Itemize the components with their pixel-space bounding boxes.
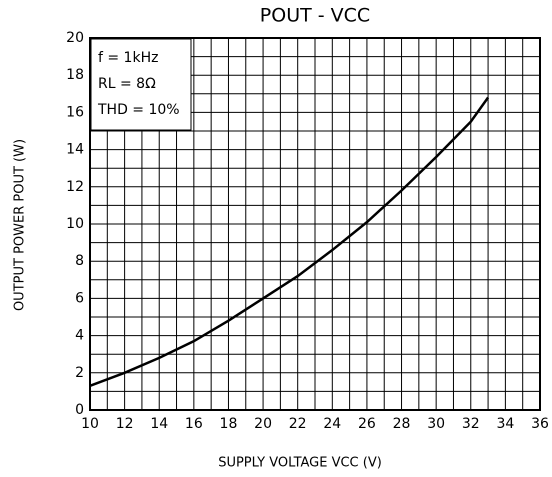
plot-frame bbox=[89, 37, 541, 411]
x-tick-label: 20 bbox=[254, 416, 272, 432]
x-tick-label: 22 bbox=[289, 416, 307, 432]
x-tick-label: 14 bbox=[150, 416, 168, 432]
y-axis-label: OUTPUT POWER POUT (W) bbox=[13, 139, 28, 311]
x-tick-label: 34 bbox=[496, 416, 514, 432]
y-tick-label: 2 bbox=[75, 365, 84, 381]
legend-box bbox=[90, 38, 192, 131]
chart-title: POUT - VCC bbox=[260, 5, 370, 27]
x-tick-label: 28 bbox=[393, 416, 411, 432]
x-tick-label: 18 bbox=[220, 416, 238, 432]
x-tick-label: 16 bbox=[185, 416, 203, 432]
y-tick-label: 18 bbox=[66, 67, 84, 83]
y-tick-label: 14 bbox=[66, 142, 84, 158]
y-tick-label: 10 bbox=[66, 216, 84, 232]
x-tick-label: 24 bbox=[323, 416, 341, 432]
x-tick-label: 32 bbox=[462, 416, 480, 432]
y-tick-label: 16 bbox=[66, 104, 84, 120]
y-tick-label: 8 bbox=[75, 253, 84, 269]
y-tick-label: 20 bbox=[66, 30, 84, 46]
y-tick-label: 12 bbox=[66, 179, 84, 195]
x-axis-label: SUPPLY VOLTAGE VCC (V) bbox=[218, 456, 382, 471]
x-tick-label: 10 bbox=[81, 416, 99, 432]
x-tick-label: 36 bbox=[531, 416, 549, 432]
y-tick-label: 6 bbox=[75, 290, 84, 306]
y-tick-label: 4 bbox=[75, 328, 84, 344]
annotation: f = 1kHz bbox=[98, 50, 158, 66]
annotation: THD = 10% bbox=[97, 102, 180, 118]
y-tick-label: 0 bbox=[75, 402, 84, 418]
x-tick-label: 12 bbox=[116, 416, 134, 432]
x-tick-label: 26 bbox=[358, 416, 376, 432]
annotation: RL = 8Ω bbox=[98, 76, 156, 92]
line bbox=[89, 96, 490, 387]
x-tick-label: 30 bbox=[427, 416, 445, 432]
